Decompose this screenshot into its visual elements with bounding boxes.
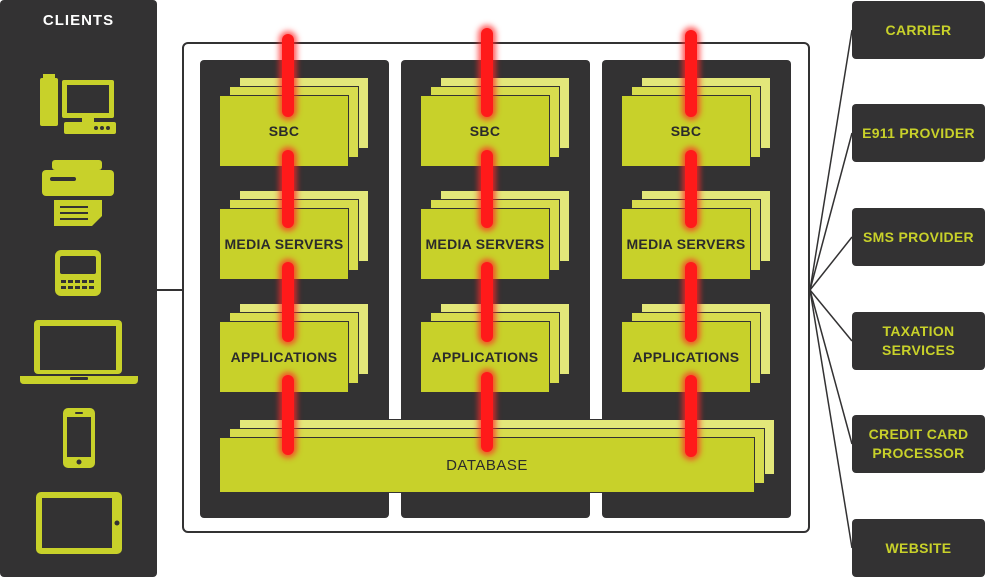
service-e911-provider: E911 PROVIDER [852, 104, 985, 162]
service-connectors [809, 29, 853, 549]
service-carrier: CARRIER [852, 1, 985, 59]
pipe-segment [685, 375, 697, 457]
laptop-icon [20, 320, 138, 384]
service-sms-provider: SMS PROVIDER [852, 208, 985, 266]
pipe-segment [685, 262, 697, 342]
service-credit-card-processor: CREDIT CARD PROCESSOR [852, 415, 985, 473]
pipe-segment [481, 150, 493, 228]
pipe-segment [282, 375, 294, 455]
clients-panel: CLIENTS [0, 0, 157, 577]
pipe-segment [481, 28, 493, 117]
pipe-segment [282, 262, 294, 342]
smartphone-icon [63, 408, 95, 468]
pipe-segment [685, 30, 697, 117]
media-servers-box: MEDIA SERVERS [219, 208, 349, 280]
pipe-segment [282, 150, 294, 228]
pipe-segment [481, 262, 493, 342]
desktop-computer-icon [40, 74, 116, 134]
pipe-segment [685, 150, 697, 228]
feature-phone-icon [55, 250, 101, 296]
service-website: WEBSITE [852, 519, 985, 577]
printer-fax-icon [42, 160, 114, 226]
tablet-icon [36, 492, 122, 554]
pipe-segment [282, 34, 294, 117]
service-taxation-services: TAXATION SERVICES [852, 312, 985, 370]
pipe-segment [481, 372, 493, 452]
clients-title: CLIENTS [42, 12, 115, 29]
